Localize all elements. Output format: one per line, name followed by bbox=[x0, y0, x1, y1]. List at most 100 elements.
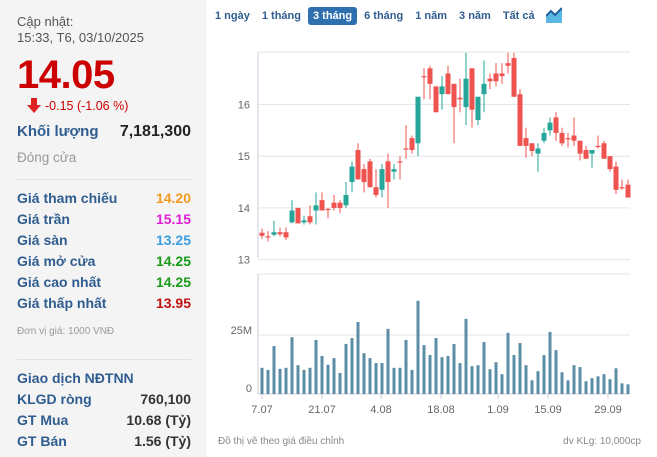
arrow-down-icon bbox=[27, 98, 41, 113]
candle-body bbox=[355, 149, 361, 180]
volume-bar bbox=[476, 365, 480, 394]
volume-bar bbox=[386, 328, 390, 394]
volume-bar bbox=[326, 364, 330, 394]
candle-body bbox=[403, 148, 409, 150]
candle-body bbox=[337, 202, 343, 208]
stat-row: Giá sàn 13.25 bbox=[17, 230, 191, 251]
volume-bar bbox=[464, 318, 468, 394]
candle-body bbox=[463, 78, 469, 108]
volume-row: Khối lượng 7,181,300 bbox=[17, 121, 191, 142]
candle-body bbox=[577, 140, 583, 154]
candle-body bbox=[511, 57, 517, 97]
volume-bar bbox=[560, 372, 564, 394]
volume-bar bbox=[350, 338, 354, 394]
volume-bar bbox=[416, 300, 420, 394]
candle-body bbox=[517, 94, 523, 146]
volume-bar bbox=[302, 369, 306, 394]
candle-body bbox=[487, 78, 493, 82]
volume-bar bbox=[368, 358, 372, 394]
date-tick-label: 7.07 bbox=[251, 404, 272, 416]
volume-bar bbox=[584, 381, 588, 394]
foreign-title: Giao dịch NĐTNN bbox=[17, 368, 191, 389]
foreign-value: 10.68 (Tỷ) bbox=[126, 412, 191, 428]
tab-range[interactable]: 3 năm bbox=[459, 10, 491, 22]
candle-body bbox=[445, 73, 451, 95]
price-tick-label: 13 bbox=[238, 255, 250, 267]
volume-bar bbox=[284, 367, 288, 394]
candle-body bbox=[601, 143, 607, 159]
volume-bar bbox=[398, 367, 402, 394]
volume-bar bbox=[518, 343, 522, 394]
candle-body bbox=[505, 63, 511, 66]
volume-bar bbox=[422, 345, 426, 394]
candle-body bbox=[583, 149, 589, 159]
stat-value: 14.20 bbox=[155, 190, 191, 206]
volume-bar bbox=[392, 367, 396, 394]
volume-bar bbox=[260, 367, 264, 394]
volume-bar bbox=[314, 339, 318, 394]
candle-body bbox=[439, 86, 445, 95]
volume-unit: dv KLg: 10,000cp bbox=[563, 436, 641, 447]
candle-body bbox=[415, 96, 421, 144]
volume-bar bbox=[524, 365, 528, 394]
date-tick-label: 18.08 bbox=[427, 404, 455, 416]
volume-bar bbox=[542, 355, 546, 394]
stat-label: Giá thấp nhất bbox=[17, 295, 107, 311]
tab-range[interactable]: 1 tháng bbox=[261, 10, 301, 22]
date-tick-label: 15.09 bbox=[534, 404, 562, 416]
volume-bar bbox=[362, 353, 366, 394]
quote-panel: Cập nhật: 15:33, T6, 03/10/2025 14.05 -0… bbox=[0, 0, 207, 457]
volume-bar bbox=[428, 355, 432, 394]
candle-body bbox=[265, 236, 271, 238]
foreign-label: GT Mua bbox=[17, 412, 69, 428]
stat-value: 13.25 bbox=[155, 232, 191, 248]
foreign-value: 760,100 bbox=[140, 391, 191, 407]
candle-body bbox=[475, 96, 481, 121]
tab-range[interactable]: 6 tháng bbox=[364, 10, 404, 22]
candle-body bbox=[625, 184, 631, 198]
volume-bar bbox=[506, 332, 510, 394]
tab-range[interactable]: 3 tháng bbox=[307, 7, 358, 25]
tab-range[interactable]: Tất cả bbox=[502, 10, 535, 22]
volume-bar bbox=[536, 371, 540, 394]
candle-body bbox=[385, 161, 391, 183]
price-tick-label: 15 bbox=[238, 151, 250, 163]
volume-bar bbox=[266, 369, 270, 394]
stat-value: 14.25 bbox=[155, 274, 191, 290]
candle-body bbox=[529, 143, 535, 152]
volume-bar bbox=[620, 383, 624, 394]
candle-body bbox=[595, 145, 601, 148]
volume-bar bbox=[320, 356, 324, 394]
volume-bar bbox=[356, 322, 360, 394]
tab-range[interactable]: 1 năm bbox=[415, 10, 448, 22]
volume-bar bbox=[482, 342, 486, 394]
update-label: Cập nhật: bbox=[17, 14, 74, 29]
candle-body bbox=[373, 187, 379, 195]
candle-body bbox=[277, 232, 283, 235]
candle-body bbox=[367, 161, 373, 188]
date-tick-label: 1.09 bbox=[487, 404, 508, 416]
stat-row: Giá mở cửa 14.25 bbox=[17, 251, 191, 272]
candle-body bbox=[457, 97, 463, 100]
candle-body bbox=[397, 161, 403, 163]
volume-bar bbox=[404, 339, 408, 394]
stat-value: 13.95 bbox=[155, 295, 191, 311]
stat-label: Giá cao nhất bbox=[17, 274, 102, 290]
volume-bar bbox=[440, 357, 444, 394]
volume-bar bbox=[296, 365, 300, 394]
volume-bar bbox=[272, 346, 276, 394]
candle-body bbox=[301, 220, 307, 223]
date-tick-label: 21.07 bbox=[308, 404, 336, 416]
volume-bar bbox=[278, 368, 282, 394]
tab-range[interactable]: 1 ngày bbox=[215, 10, 250, 22]
candle-body bbox=[571, 135, 577, 141]
divider bbox=[17, 359, 191, 360]
stock-chart: 13 14 15 16 0 25M 7.07 21.07 4.08 18.08 1.09 15.09 2… bbox=[231, 51, 631, 416]
date-tick-label: 29.09 bbox=[594, 404, 622, 416]
volume-bar bbox=[548, 331, 552, 394]
area-chart-icon[interactable] bbox=[545, 7, 562, 23]
foreign-row: GT Mua 10.68 (Tỷ) bbox=[17, 410, 191, 431]
volume-bar bbox=[626, 384, 630, 394]
candle-body bbox=[481, 83, 487, 95]
change-value: -0.15 (-1.06 %) bbox=[45, 98, 129, 113]
